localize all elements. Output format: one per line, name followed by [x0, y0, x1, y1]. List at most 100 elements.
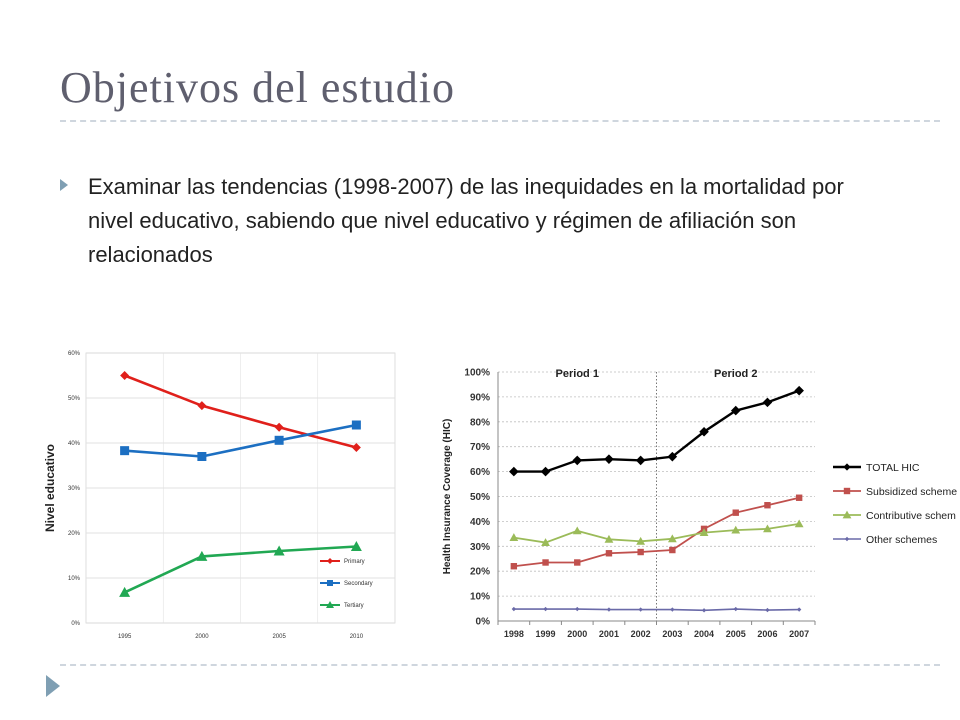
data-point-other-schemes [511, 606, 517, 612]
series-line-subsidized-scheme [513, 496, 800, 568]
x-tick-label: 2006 [757, 629, 777, 639]
education-level-chart: 0% 10% 20% 30% 40% 50% 60% 1995 2000 2005 2010 Nive… [43, 351, 396, 640]
series-line-contributive-schem [513, 523, 800, 544]
y-tick-label: 10% [470, 592, 490, 603]
data-point-subsidized-scheme [510, 563, 518, 570]
y-tick-label: 0% [476, 617, 491, 628]
x-tick-label: 2001 [599, 629, 619, 639]
data-point-secondary [120, 446, 130, 456]
data-point-other-schemes [765, 607, 770, 613]
y-tick-label: 60% [68, 351, 81, 357]
data-point-subsidized-scheme [605, 550, 613, 557]
legend-marker-subsidized-scheme [843, 487, 851, 495]
data-point-contributive-schem [667, 534, 677, 543]
x-tick-label: 2000 [195, 634, 209, 640]
legend-label: Secondary [344, 581, 373, 587]
data-point-tertiary [196, 550, 208, 561]
x-tick-label: 2010 [350, 634, 364, 640]
period-1-label: Period 1 [556, 368, 599, 380]
y-tick-label: 50% [470, 492, 490, 503]
x-tick-label: 2003 [662, 629, 682, 639]
bullet-item: Examinar las tendencias (1998-2007) de l… [60, 170, 860, 272]
series-line-secondary [124, 423, 357, 458]
data-point-tertiary [119, 586, 131, 597]
data-point-contributive-schem [572, 526, 582, 535]
title-divider [60, 120, 940, 122]
x-tick-label: 2004 [694, 629, 714, 639]
data-point-contributive-schem [636, 536, 646, 545]
data-point-total-hic [699, 426, 709, 437]
data-point-secondary [351, 420, 361, 430]
series-line-total-hic [513, 389, 800, 473]
y-tick-label: 70% [470, 442, 490, 453]
x-tick-label: 2000 [567, 629, 587, 639]
data-point-tertiary [273, 545, 285, 556]
data-point-subsidized-scheme [574, 559, 581, 566]
data-point-other-schemes [701, 608, 707, 613]
data-point-total-hic [604, 454, 614, 464]
data-point-contributive-schem [509, 533, 519, 541]
data-point-other-schemes [543, 606, 548, 612]
data-point-primary [351, 443, 361, 452]
legend-marker-contributive-schem [842, 510, 852, 519]
x-tick-label: 1998 [504, 629, 524, 639]
series-line-primary [124, 374, 357, 449]
data-point-primary [274, 422, 284, 432]
data-point-total-hic [762, 397, 773, 408]
legend-marker-primary [327, 558, 333, 564]
data-point-primary [197, 401, 207, 411]
y-tick-label: 60% [470, 467, 490, 478]
series-line-tertiary [124, 545, 357, 594]
legend-label: Tertiary [344, 603, 364, 609]
data-point-subsidized-scheme [795, 494, 803, 501]
data-point-other-schemes [796, 607, 802, 612]
legend-marker-total-hic [843, 463, 851, 471]
data-point-total-hic [509, 466, 519, 477]
data-point-other-schemes [575, 606, 580, 612]
y-tick-label: 20% [470, 567, 490, 578]
y-axis-label: Nivel educativo [43, 444, 57, 532]
y-tick-label: 30% [470, 542, 490, 553]
x-tick-label: 2005 [272, 634, 286, 640]
data-point-contributive-schem [699, 528, 709, 537]
period-2-label: Period 2 [714, 368, 757, 380]
health-insurance-coverage-chart: 0% 10% 20% 30% 40% 50% 60% 70% 80% 90% 100% 1998 199… [442, 368, 957, 640]
y-tick-label: 20% [68, 531, 81, 537]
data-point-contributive-schem [763, 524, 772, 533]
data-point-total-hic [667, 451, 678, 462]
footer-divider [60, 664, 940, 666]
slide-title: Objetivos del estudio [60, 63, 455, 112]
x-tick-label: 2002 [631, 629, 651, 639]
legend-marker-other-schemes [844, 536, 850, 542]
data-point-subsidized-scheme [764, 502, 771, 509]
y-tick-label: 30% [68, 486, 81, 492]
data-point-other-schemes [670, 607, 675, 612]
y-tick-label: 10% [68, 576, 81, 582]
data-point-primary [120, 371, 130, 380]
y-tick-label: 50% [68, 396, 81, 402]
y-tick-label: 40% [68, 441, 81, 447]
legend-label: Contributive schem [866, 510, 956, 522]
data-point-subsidized-scheme [732, 509, 739, 516]
x-tick-label: 2007 [789, 629, 809, 639]
data-point-total-hic [572, 455, 583, 466]
data-point-other-schemes [733, 606, 738, 612]
y-tick-label: 80% [470, 417, 490, 428]
data-point-secondary [197, 452, 207, 461]
data-point-contributive-schem [794, 519, 804, 528]
y-tick-label: 40% [470, 517, 490, 528]
legend-marker-tertiary [326, 601, 334, 608]
triangle-bullet-icon [60, 179, 68, 191]
legend-label: Other schemes [866, 534, 937, 546]
legend-marker-secondary [327, 580, 333, 586]
data-point-other-schemes [638, 607, 643, 612]
data-point-total-hic [794, 385, 804, 396]
x-tick-label: 1995 [118, 634, 132, 640]
data-point-contributive-schem [541, 538, 550, 546]
data-point-subsidized-scheme [542, 559, 549, 566]
series-line-other-schemes [513, 608, 800, 612]
data-point-tertiary [350, 541, 362, 551]
legend-label: Primary [344, 559, 365, 565]
y-tick-label: 100% [464, 368, 490, 379]
bullet-text: Examinar las tendencias (1998-2007) de l… [88, 174, 844, 267]
